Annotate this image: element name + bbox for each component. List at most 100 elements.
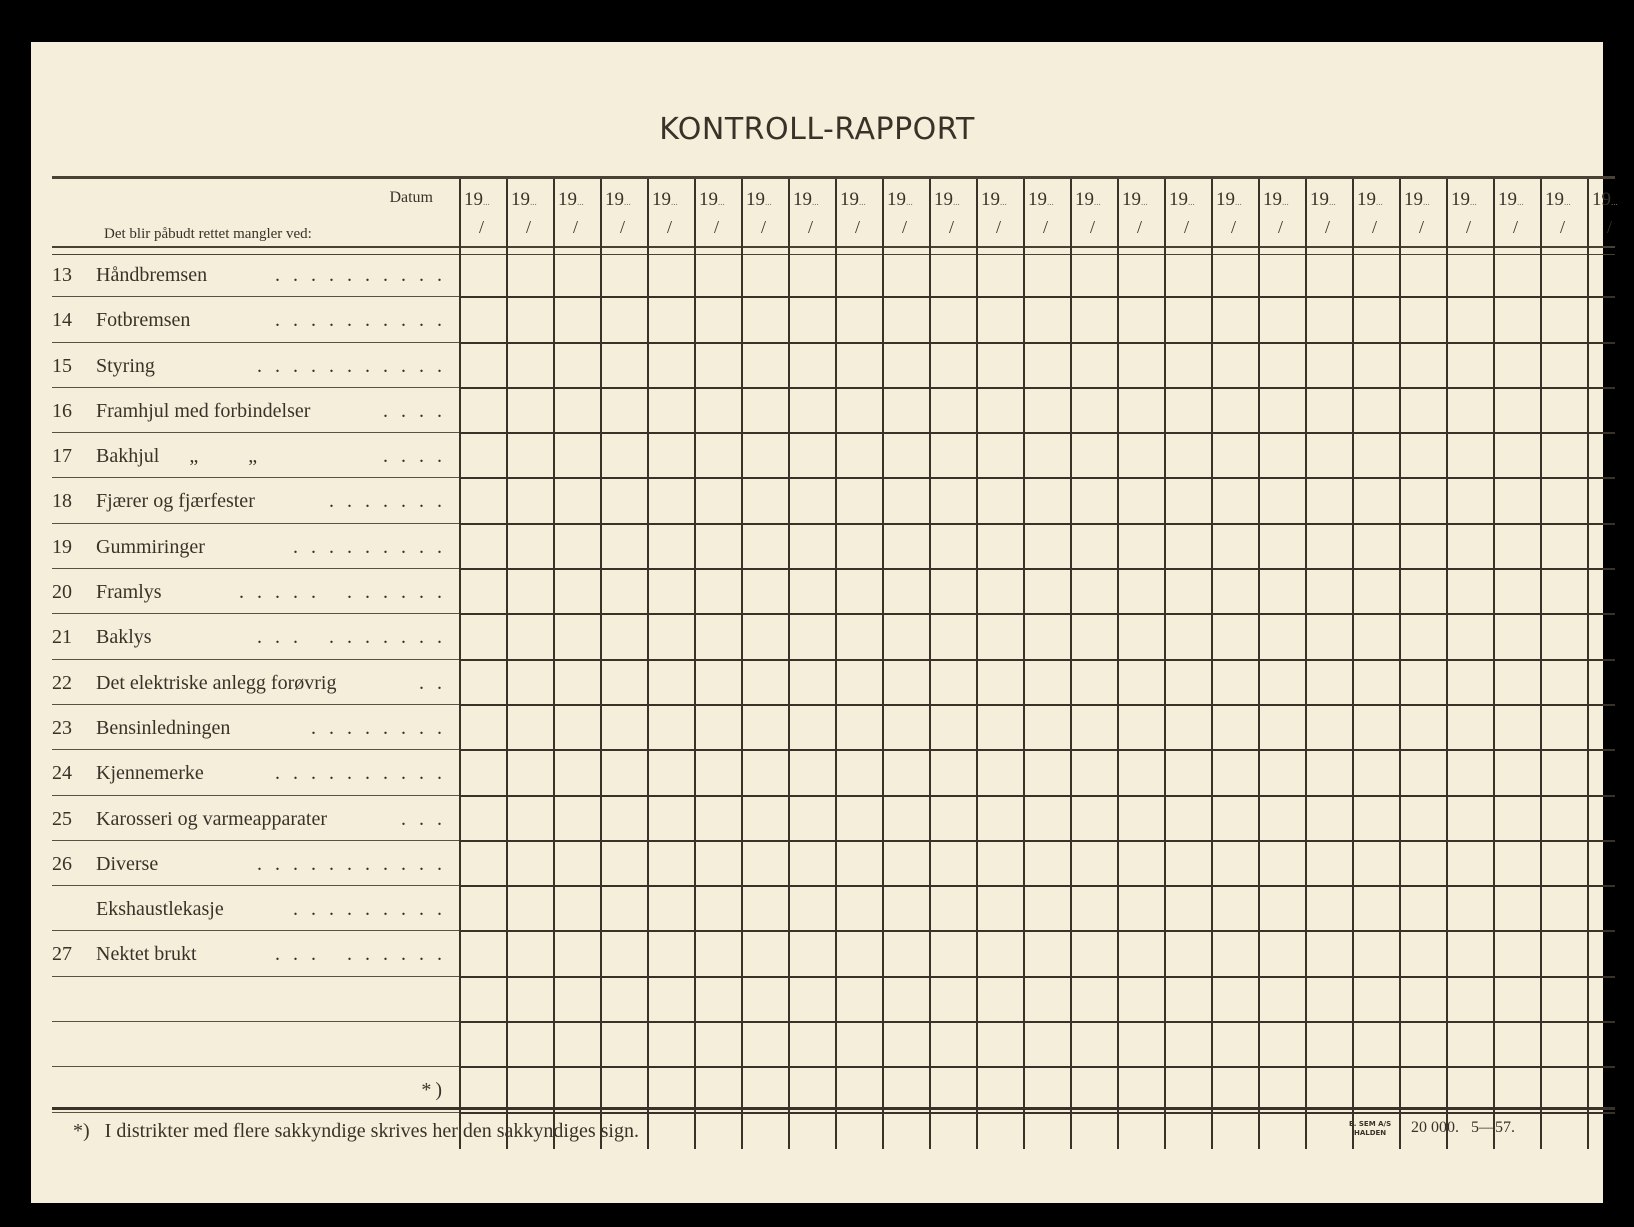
row-label: 22 Det elektriske anlegg forøvrig . . — [52, 672, 452, 695]
row-text: Håndbremsen — [96, 264, 208, 286]
date-separator: / — [620, 217, 626, 237]
table-row — [52, 977, 1615, 1024]
date-column[interactable]: 19 / — [1023, 179, 1070, 1149]
row-text: Kjennemerke — [96, 762, 204, 785]
row-number: 24 — [52, 762, 72, 785]
year-prefix: 19 — [1028, 189, 1054, 211]
date-column[interactable]: 19 / — [647, 179, 694, 1149]
row-divider — [459, 1066, 1615, 1069]
row-label: 26 Diverse . . . . . . . . . . . — [52, 853, 452, 876]
printer-mark: E. SEM A/S HALDEN — [1349, 1120, 1391, 1138]
date-column[interactable]: 19 / — [1258, 179, 1305, 1149]
row-text: Det elektriske anlegg forøvrig — [96, 671, 337, 694]
leader-dots: . . . . . . . — [329, 490, 446, 513]
date-separator: / — [573, 217, 579, 237]
table-row: 19 Gummiringer . . . . . . . . . — [52, 524, 1615, 571]
row-number: 20 — [52, 581, 72, 604]
date-column[interactable]: 19 / — [929, 179, 976, 1149]
date-column[interactable]: 19 / — [553, 179, 600, 1149]
row-label: 24 Kjennemerke . . . . . . . . . . — [52, 762, 452, 785]
leader-dots: . . . . . . . . . — [275, 943, 446, 966]
year-prefix: 19 — [981, 189, 1007, 211]
row-text: Karosseri og varmeapparater — [96, 807, 327, 830]
date-separator: / — [1372, 217, 1378, 237]
date-column[interactable]: 19 / — [976, 179, 1023, 1149]
date-column[interactable]: 19 / — [741, 179, 788, 1149]
date-column[interactable]: 19 / — [1540, 179, 1587, 1149]
row-text: Nektet brukt — [96, 943, 197, 966]
row-number: 22 — [52, 671, 72, 694]
row-text: Framlys — [96, 581, 162, 604]
row-divider — [459, 794, 1615, 797]
row-label: 25 Karosseri og varmeapparater . . . — [52, 808, 452, 831]
date-column[interactable]: 19 / — [600, 179, 647, 1149]
row-divider — [459, 749, 1615, 752]
date-separator: / — [1043, 217, 1049, 237]
row-divider — [459, 885, 1615, 888]
row-divider — [459, 522, 1615, 525]
grid-header: Datum Det blir påbudt rettet mangler ved… — [52, 179, 459, 246]
table-row: 20 Framlys . . . . . . . . . . . — [52, 569, 1615, 616]
date-column[interactable]: 19 / — [1305, 179, 1352, 1149]
row-number: 25 — [52, 807, 72, 830]
date-column[interactable]: 19 / — [1446, 179, 1493, 1149]
date-column[interactable]: 19 / — [506, 179, 553, 1149]
year-prefix: 19 — [558, 189, 584, 211]
year-prefix: 19 — [1169, 189, 1195, 211]
table-row: 14 Fotbremsen . . . . . . . . . . — [52, 297, 1615, 344]
row-text: Fjærer og fjærfester — [96, 490, 255, 513]
date-separator: / — [808, 217, 814, 237]
row-label: 18 Fjærer og fjærfester . . . . . . . — [52, 490, 452, 513]
year-prefix: 19 — [1451, 189, 1477, 211]
date-column[interactable]: 19 / — [1164, 179, 1211, 1149]
date-column[interactable]: 19 / — [1117, 179, 1164, 1149]
date-column[interactable]: 19 / — [694, 179, 741, 1149]
footnote: *) I distrikter med flere sakkyndige skr… — [73, 1120, 639, 1142]
row-number: 16 — [52, 399, 72, 422]
date-column[interactable]: 19 / — [1399, 179, 1446, 1149]
date-column[interactable]: 19 / — [882, 179, 929, 1149]
date-column[interactable]: 19 / — [1493, 179, 1540, 1149]
row-label: 13 Håndbremsen . . . . . . . . . . — [52, 264, 452, 287]
date-column[interactable]: 19 / — [1352, 179, 1399, 1149]
row-divider — [459, 975, 1615, 978]
printer-city: HALDEN — [1353, 1129, 1387, 1137]
year-prefix: 19 — [793, 189, 819, 211]
table-row: 18 Fjærer og fjærfester . . . . . . . — [52, 478, 1615, 525]
leader-dots: . . — [419, 671, 446, 694]
page-title: KONTROLL-RAPPORT — [659, 112, 975, 147]
date-separator: / — [1278, 217, 1284, 237]
table-row: 21 Baklys . . . . . . . . . . — [52, 614, 1615, 661]
date-column[interactable]: 19 / — [835, 179, 882, 1149]
divider — [52, 1107, 1615, 1110]
row-divider — [459, 296, 1615, 299]
row-label: 16 Framhjul med forbindelser . . . . — [52, 400, 452, 423]
year-prefix: 19 — [887, 189, 913, 211]
date-column[interactable]: 19 / — [1587, 179, 1634, 1149]
date-column[interactable]: 19 / — [1070, 179, 1117, 1149]
year-prefix: 19 — [652, 189, 678, 211]
date-separator: / — [1137, 217, 1143, 237]
row-label: Ekshaustlekasje . . . . . . . . . — [52, 898, 452, 921]
row-number: 26 — [52, 852, 72, 875]
date-separator: / — [526, 217, 532, 237]
year-prefix: 19 — [840, 189, 866, 211]
row-number: 15 — [52, 354, 72, 377]
row-label: 21 Baklys . . . . . . . . . . — [52, 626, 452, 649]
year-prefix: 19 — [1404, 189, 1430, 211]
date-separator: / — [714, 217, 720, 237]
leader-dots: . . . . . . . . . — [293, 898, 446, 921]
row-divider — [459, 1111, 1615, 1114]
date-separator: / — [1607, 217, 1613, 237]
date-column[interactable]: 19 / — [788, 179, 835, 1149]
date-column[interactable]: 19 / — [459, 179, 506, 1149]
date-column[interactable]: 19 / — [1211, 179, 1258, 1149]
leader-dots: *) — [421, 1079, 446, 1102]
leader-dots: . . . . — [383, 399, 446, 422]
year-prefix: 19 — [1122, 189, 1148, 211]
row-text: Styring — [96, 354, 155, 377]
year-prefix: 19 — [1263, 189, 1289, 211]
row-divider — [459, 432, 1615, 435]
defect-rows: 13 Håndbremsen . . . . . . . . . . 14 Fotbre… — [52, 252, 1615, 1114]
year-prefix: 19 — [699, 189, 725, 211]
